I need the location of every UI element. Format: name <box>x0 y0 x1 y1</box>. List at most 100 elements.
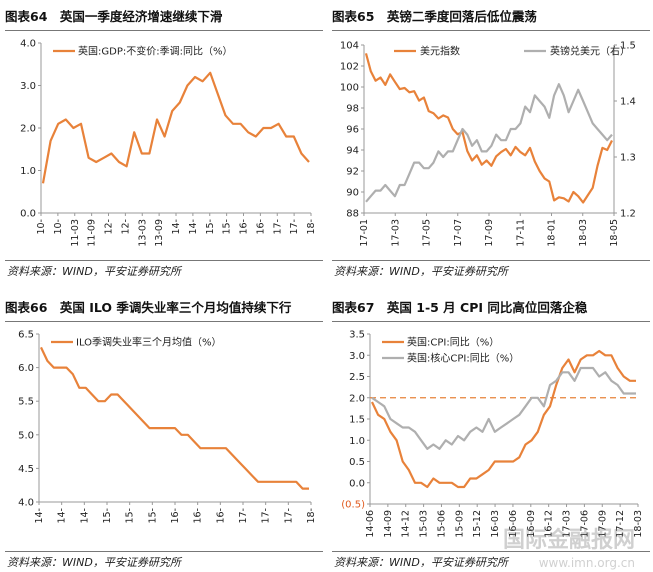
x-tick-label: 17-06 <box>579 510 590 538</box>
x-tick-label: 14- <box>79 508 90 524</box>
y-tick-label: 3.0 <box>349 351 365 362</box>
x-tick-label: 18- <box>306 508 317 524</box>
x-tick-label: 17-03 <box>562 510 573 538</box>
x-tick-label: 16- <box>239 219 250 235</box>
x-tick-label: 18-05 <box>609 219 620 247</box>
x-tick-label: 17- <box>238 508 249 524</box>
legend-label: ILO季调失业率三个月均值（%） <box>76 336 222 349</box>
divider <box>5 30 323 31</box>
x-tick-label: 14-06 <box>365 510 376 538</box>
y-tick-label: 94 <box>346 146 359 157</box>
chart-source: 资料来源：WIND，平安证券研究所 <box>334 556 508 569</box>
x-tick-label: 15-12 <box>472 510 483 538</box>
y-tick-label: 0.0 <box>349 478 365 489</box>
x-tick-label: 15-06 <box>436 510 447 538</box>
x-tick-label: 11-09 <box>87 219 98 247</box>
x-tick-label: 15- <box>147 508 158 524</box>
y-tick-label: 6.0 <box>18 363 34 374</box>
watermark-url: www.imn.org.cn <box>538 556 635 570</box>
x-tick-label: 16-03 <box>490 510 501 538</box>
y-tick-label: 100 <box>340 83 359 94</box>
x-tick-label: 10- <box>53 219 64 235</box>
x-tick-label: 15- <box>222 219 233 235</box>
chart-title: 图表64 英国一季度经济增速继续下滑 <box>5 9 223 24</box>
divider <box>332 260 650 261</box>
y-tick-label: 5.5 <box>18 397 34 408</box>
legend-label: 英国:GDP:不变价:季调:同比（%） <box>78 45 232 58</box>
divider <box>332 551 650 552</box>
x-tick-label: 13-09 <box>154 219 165 247</box>
x-tick-label: 17- <box>261 508 272 524</box>
y-tick-label: 96 <box>346 125 359 136</box>
legend-label: 美元指数 <box>420 45 460 58</box>
y2-tick-label: 1.4 <box>620 97 636 108</box>
chart-source: 资料来源：WIND，平安证券研究所 <box>7 556 181 569</box>
panel-fig65: 图表65 英镑二季度回落后低位震荡 88 90 92 94 96 98 100 102 104 1… <box>332 5 650 281</box>
y-tick-label: 0.0 <box>20 209 36 220</box>
series-line-1 <box>371 366 636 450</box>
x-tick-label: 12- <box>120 219 131 235</box>
x-tick-label: 17-01 <box>359 219 370 247</box>
x-tick-label: 15-03 <box>419 510 430 538</box>
x-tick-label: 16-06 <box>508 510 519 538</box>
chart-source: 资料来源：WIND，平安证券研究所 <box>334 265 508 278</box>
y-tick-label: (0.5) <box>341 500 365 511</box>
x-tick-label: 14-12 <box>401 510 412 538</box>
x-tick-label: 17- <box>283 508 294 524</box>
y2-tick-label: 1.5 <box>620 41 636 52</box>
x-tick-label: 18-03 <box>633 510 644 538</box>
y2-tick-label: 1.2 <box>620 209 636 220</box>
y-tick-label: 90 <box>346 188 359 199</box>
y-tick-label: 1.0 <box>20 166 36 177</box>
x-tick-label: 14- <box>34 508 45 524</box>
chart-fig67: (0.5) 0.0 0.5 1.0 1.5 2.0 2.5 3.0 3.5 14-06 14-09 1… <box>341 330 644 538</box>
y-tick-label: 88 <box>346 209 359 220</box>
y-tick-label: 102 <box>340 62 359 73</box>
chart-fig65: 88 90 92 94 96 98 100 102 104 1.2 1.3 1.4 1.5 17-01 17… <box>340 41 636 247</box>
x-tick-label: 16- <box>170 508 181 524</box>
y-tick-label: 98 <box>346 104 359 115</box>
legend-label: 英镑兑美元（右） <box>550 45 630 58</box>
y2-tick-label: 1.3 <box>620 153 636 164</box>
watermark-logo: 国际金融报网 <box>502 528 635 553</box>
x-tick-label: 16- <box>255 219 266 235</box>
x-tick-label: 17- <box>272 219 283 235</box>
x-tick-label: 17- <box>289 219 300 235</box>
x-tick-label: 12- <box>104 219 115 235</box>
x-tick-label: 15- <box>102 508 113 524</box>
x-tick-label: 17-09 <box>484 219 495 247</box>
y-tick-label: 6.5 <box>18 330 34 341</box>
chart-fig66: 4.0 4.5 5.0 5.5 6.0 6.5 14- 14- 14- 15- 15- 15- 16- 1… <box>18 330 317 524</box>
y-tick-label: 3.0 <box>20 81 36 92</box>
x-tick-label: 11-03 <box>70 219 81 247</box>
y-tick-label: 1.5 <box>349 415 365 426</box>
y-tick-label: 4.0 <box>18 498 34 509</box>
y-tick-label: 2.5 <box>349 372 365 383</box>
y-tick-label: 2.0 <box>20 124 36 135</box>
panel-fig64: 图表64 英国一季度经济增速继续下滑 0.0 1.0 2.0 3.0 4.0 10- 10-… <box>5 5 323 281</box>
chart-title: 图表67 英国 1-5 月 CPI 同比高位回落企稳 <box>332 300 588 315</box>
y-tick-label: 3.5 <box>349 330 365 341</box>
x-tick-label: 16-12 <box>544 510 555 538</box>
y-tick-label: 4.5 <box>18 464 34 475</box>
x-tick-label: 17-11 <box>515 219 526 247</box>
divider <box>332 321 650 322</box>
x-tick-label: 15-09 <box>454 510 465 538</box>
y-tick-label: 1.0 <box>349 436 365 447</box>
x-tick-label: 14- <box>188 219 199 235</box>
divider <box>5 551 323 552</box>
x-tick-label: 18-01 <box>547 219 558 247</box>
y-tick-label: 0.5 <box>349 457 365 468</box>
divider <box>332 30 650 31</box>
series-line-0 <box>41 71 310 184</box>
series-line-1 <box>365 83 613 203</box>
series-line-0 <box>364 53 613 204</box>
x-tick-label: 13-03 <box>137 219 148 247</box>
x-tick-label: 18-03 <box>578 219 589 247</box>
chart-fig64: 0.0 1.0 2.0 3.0 4.0 10- 10- 11-03 11-09 12- 12- 13-… <box>20 39 317 247</box>
divider <box>5 321 323 322</box>
y-tick-label: 2.0 <box>349 393 365 404</box>
x-tick-label: 14- <box>171 219 182 235</box>
x-tick-label: 18- <box>306 219 317 235</box>
legend-label: 英国:核心CPI:同比（%） <box>407 352 519 365</box>
